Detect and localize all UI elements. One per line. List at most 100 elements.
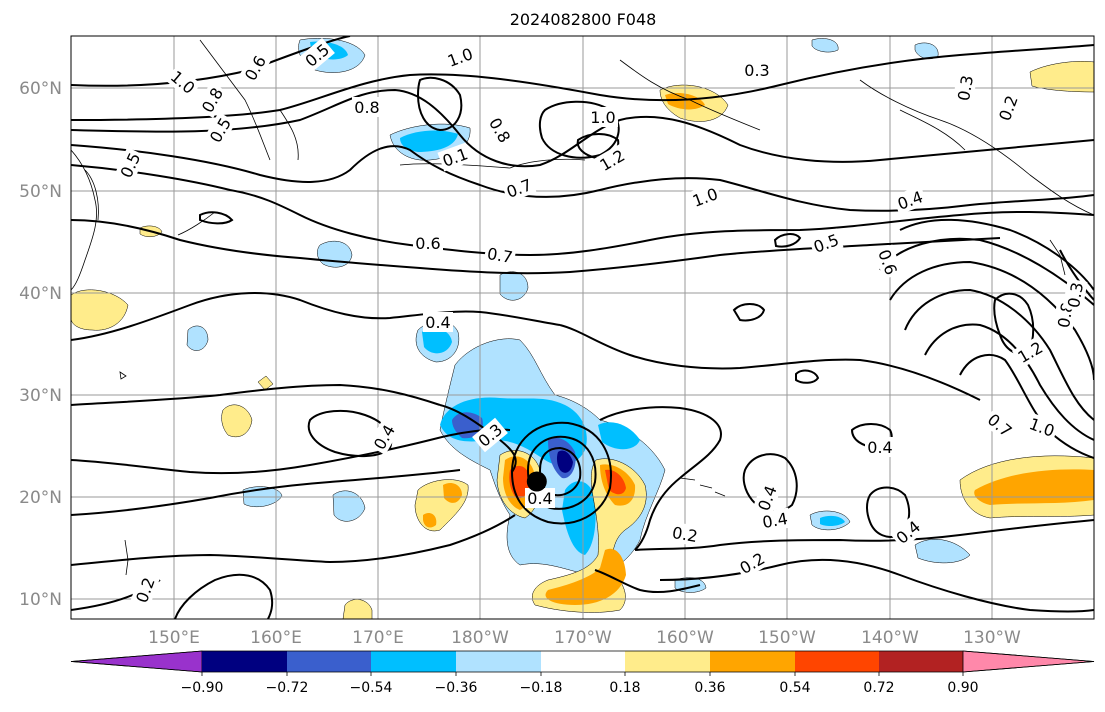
contour-label-bg [594, 143, 630, 177]
longitude-labels: 150°E 160°E 170°E 180°W 170°W 160°W 150°W 140°W… [148, 628, 1021, 648]
contour-label: 0.2 [668, 521, 702, 547]
contour-line [71, 144, 1094, 212]
colorbar-segment [879, 651, 963, 672]
contour-line [742, 453, 798, 512]
contour-label-bg [472, 417, 508, 453]
colorbar-tick-label: 0.36 [694, 680, 725, 696]
contour-label-bg [1062, 278, 1088, 312]
contour-line [1059, 249, 1094, 301]
colorbar-segment [456, 651, 541, 672]
contour-label: 0.1 [437, 142, 473, 172]
contour-line [559, 324, 981, 401]
contour-line [659, 558, 1094, 613]
contour-label-bg [982, 407, 1018, 443]
contour-label-bg [483, 242, 517, 268]
colorbar-segment [710, 651, 795, 672]
contour-line [174, 573, 274, 619]
fill-negative-mid [598, 422, 640, 450]
map-frame [70, 35, 1095, 620]
map-title: 2024082800 F048 [510, 10, 657, 29]
contour-label: 0.6 [413, 233, 443, 253]
contour-line [71, 428, 511, 475]
contour-line [594, 569, 701, 594]
storm-center-marker [526, 471, 547, 492]
fill-negative-extreme [556, 450, 573, 473]
contour-label-bg [437, 142, 473, 172]
contour-line [510, 421, 612, 525]
contour-line [732, 303, 766, 322]
fill-negative-light [811, 38, 839, 53]
fill-negative-light [332, 490, 366, 522]
colorbar-segment [202, 651, 287, 672]
contour-label-bg [165, 64, 201, 100]
contour-label-bg [873, 244, 903, 280]
fill-positive-light [221, 404, 253, 438]
fill-positive-mid [545, 548, 626, 605]
contour-label-text: 0.6 [415, 234, 440, 253]
colorbar-segment [541, 651, 625, 672]
fill-positive-mid [443, 483, 462, 503]
contour-line [199, 211, 234, 225]
contour-label-bg [993, 90, 1023, 126]
contour-label-bg [890, 514, 926, 550]
contour-label: 0.8 [352, 97, 382, 117]
contour-label-bg [668, 521, 702, 547]
colorbar: −0.90 −0.72 −0.54 −0.36 −0.18 0.18 0.36 0.54 0.7… [70, 650, 1095, 696]
contour-label-bg [203, 112, 237, 148]
contour-line [904, 288, 1094, 421]
contour-label-text: 0.4 [425, 313, 450, 332]
contour-lines [71, 36, 1094, 619]
contour-line [307, 409, 393, 458]
colorbar-segment [287, 651, 371, 672]
contour-line [773, 233, 802, 248]
contour-label-bg [501, 173, 537, 203]
graticule [71, 36, 1094, 619]
contour-label-bg [752, 480, 782, 516]
fill-positive-light [71, 289, 129, 331]
lon-label: 160°E [250, 628, 302, 648]
contour-label-bg [442, 42, 478, 72]
fill-positive-light [257, 375, 274, 391]
lon-label: 170°E [352, 628, 404, 648]
contour-line [439, 404, 517, 473]
contour-label-bg [892, 185, 928, 215]
contour-label-bg [952, 71, 978, 105]
lon-label: 180°W [451, 628, 509, 648]
contour-label: 0.4 [525, 488, 555, 508]
contour-line [71, 164, 1094, 257]
lon-label: 160°W [656, 628, 714, 648]
contour-line [71, 292, 561, 341]
lat-label: 50°N [19, 182, 62, 202]
contour-label-bg [742, 60, 772, 80]
colorbar-segment [795, 651, 879, 672]
contour-label-bg [413, 233, 443, 253]
contour-line [889, 260, 1094, 381]
contour-line [71, 469, 461, 516]
fill-positive-light [342, 599, 373, 619]
contour-line [899, 218, 1094, 291]
contour-line [599, 406, 722, 551]
contour-label-bg [758, 507, 792, 533]
fill-positive-mid [423, 513, 437, 528]
contour-label-bg [687, 182, 723, 212]
fill-positive-mid [974, 469, 1094, 505]
colorbar-tick-label: 0.54 [779, 680, 810, 696]
contour-label-bg [525, 488, 555, 508]
contour-label: 0.3 [952, 71, 978, 105]
contour-label-bg [808, 228, 844, 258]
lon-label: 150°W [758, 628, 816, 648]
lat-label: 60°N [19, 79, 62, 99]
lon-label: 130°W [963, 628, 1021, 648]
fill-negative-mid [422, 328, 452, 354]
contour-label-bg [352, 97, 382, 117]
contour-label-bg [483, 112, 517, 148]
colorbar-tick-label: −0.36 [435, 680, 478, 696]
lat-label: 40°N [19, 284, 62, 304]
colorbar-tick-label: 0.90 [947, 680, 978, 696]
contour-label-bg [238, 50, 272, 86]
colorbar-tick-label: −0.72 [266, 680, 309, 696]
contour-label-text: 0.7 [486, 244, 514, 267]
contour-line [71, 88, 1094, 168]
contour-label-bg [1012, 335, 1048, 369]
